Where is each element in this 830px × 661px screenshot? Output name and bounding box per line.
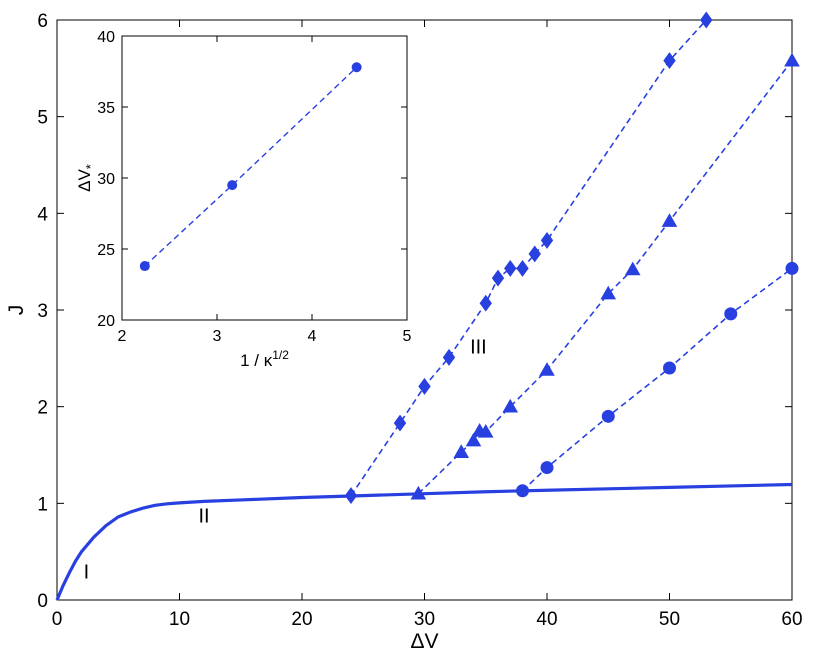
main-region-label-1: II [198, 506, 209, 528]
main-series-1-point [491, 269, 505, 287]
main-series-1-point [540, 231, 554, 249]
main-series-2-point [410, 485, 427, 500]
main-y-tick-label: 1 [37, 494, 48, 515]
main-region-label-2: III [470, 337, 487, 359]
main-series-3-point [785, 261, 799, 275]
main-series-3-point [601, 409, 615, 423]
main-series-1-point [479, 294, 492, 312]
main-x-axis-title: ΔV [410, 630, 438, 653]
main-series-2-point [661, 213, 678, 227]
main-y-tick-label: 5 [37, 108, 48, 129]
main-series-1-point [418, 377, 431, 395]
main-x-tick-label: 50 [659, 609, 680, 630]
main-x-tick-label: 40 [536, 609, 557, 630]
main-y-tick-label: 0 [37, 591, 48, 612]
main-series-3-point [724, 307, 738, 321]
main-series-2-point [539, 362, 555, 376]
inset-y-tick-label: 35 [97, 100, 115, 117]
main-series-group [55, 11, 800, 601]
inset-series-0-point [227, 180, 238, 191]
main-x-tick-label: 10 [169, 609, 190, 630]
inset-x-tick-label: 4 [308, 328, 317, 345]
inset-y-tick-label: 40 [97, 29, 115, 46]
inset-series-0-point [351, 62, 362, 73]
inset-x-axis-title: 1 / κ1/2 [240, 348, 289, 370]
inset-y-tick-label: 20 [97, 313, 115, 330]
main-x-tick-label: 30 [414, 609, 435, 630]
main-x-tick-label: 60 [781, 609, 802, 630]
inset-series-0-line [144, 66, 358, 267]
main-series-2-point [600, 285, 617, 300]
main-y-tick-label: 4 [37, 204, 48, 225]
main-y-tick-label: 6 [37, 11, 48, 32]
inset-x-tick-label: 2 [118, 328, 127, 345]
main-region-label-0: I [84, 562, 90, 584]
inset-series-0-point [139, 261, 150, 272]
main-series-3-point [540, 461, 554, 475]
main-series-1-point [504, 259, 517, 277]
main-series-3-line [521, 267, 793, 492]
main-series-1-point [442, 348, 456, 366]
main-series-2-point [624, 261, 641, 276]
inset-y-tick-label: 25 [97, 242, 115, 259]
inset-y-tick-label: 30 [97, 171, 115, 188]
main-series-1-point [344, 487, 358, 505]
main-series-2-point [465, 432, 482, 447]
inset-y-axis-title: ΔV* [75, 164, 98, 192]
main-series-2-point [784, 52, 800, 67]
inset-plot: 2 3 4 5 20 25 30 35 40 1 / κ1/2 ΔV* [75, 29, 412, 370]
main-series-2-point [502, 398, 519, 413]
main-series-2-point [477, 424, 494, 438]
main-series-1-line [350, 19, 707, 497]
main-series-2-point [453, 444, 470, 458]
main-y-axis-title: J [5, 305, 28, 316]
main-series-1-point [700, 11, 713, 29]
main-series-1-point [663, 52, 676, 70]
main-series-1-point [393, 414, 407, 432]
main-series-0-line [55, 482, 793, 601]
main-y-tick-label: 2 [37, 398, 48, 419]
inset-x-tick-label: 5 [403, 328, 412, 345]
main-x-tick-label: 20 [291, 609, 312, 630]
inset-plot-frame [121, 35, 408, 321]
main-x-tick-label: 0 [52, 609, 63, 630]
main-series-3-point [663, 361, 676, 375]
main-y-tick-label: 3 [37, 301, 48, 322]
inset-x-tick-label: 3 [213, 328, 222, 345]
main-series-1-point [528, 245, 541, 263]
main-series-3-point [516, 484, 529, 498]
main-series-1-point [516, 259, 529, 277]
inset-series-group [139, 62, 362, 272]
